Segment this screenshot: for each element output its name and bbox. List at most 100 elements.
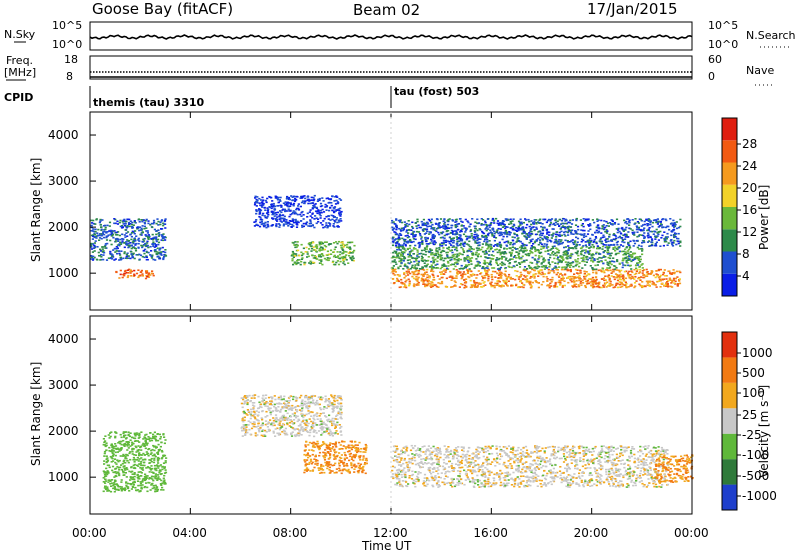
heatmap-cell [486,262,489,264]
heatmap-cell [536,267,539,269]
heatmap-cell [658,225,661,227]
heatmap-cell [267,225,270,228]
heatmap-cell [317,210,320,212]
heatmap-cell [593,258,596,260]
heatmap-cell [477,261,480,264]
heatmap-cell [426,458,429,460]
heatmap-cell [149,274,152,276]
heatmap-cell [538,234,541,236]
heatmap-cell [620,446,623,449]
heatmap-cell [392,265,395,267]
heatmap-cell [331,195,334,197]
heatmap-cell [550,280,553,283]
heatmap-cell [399,257,402,260]
heatmap-cell [581,223,584,225]
heatmap-cell [646,241,650,243]
heatmap-cell [272,218,275,220]
heatmap-cell [416,280,419,282]
heatmap-cell [520,454,523,457]
heatmap-cell [557,243,560,246]
heatmap-cell [581,250,584,252]
heatmap-cell [532,222,535,224]
heatmap-cell [571,480,575,483]
heatmap-cell [474,240,477,242]
heatmap-cell [542,265,545,267]
heatmap-cell [258,197,261,200]
heatmap-cell [315,206,318,209]
heatmap-cell [643,285,646,287]
heatmap-cell [419,268,422,270]
heatmap-cell [163,255,166,258]
heatmap-cell [445,267,449,270]
heatmap-cell [541,226,545,229]
heatmap-cell [475,277,478,279]
heatmap-cell [153,221,156,224]
heatmap-cell [414,471,417,473]
heatmap-cell [493,473,496,476]
heatmap-cell [618,235,622,238]
heatmap-cell [160,253,163,255]
heatmap-cell [667,225,670,228]
heatmap-cell [509,243,512,246]
heatmap-cell [484,261,487,264]
heatmap-cell [127,240,131,242]
heatmap-cell [114,240,117,243]
heatmap-cell [391,256,394,259]
heatmap-cell [666,232,669,235]
heatmap-cell [665,237,668,240]
heatmap-cell [476,260,479,263]
heatmap-cell [515,283,518,286]
heatmap-cell [454,225,457,228]
heatmap-cell [483,253,486,255]
heatmap-cell [673,226,676,228]
heatmap-cell [325,245,328,248]
heatmap-cell [457,258,460,260]
heatmap-cell [511,258,514,260]
heatmap-cell [444,471,448,473]
heatmap-cell [518,286,522,288]
heatmap-cell [562,222,565,225]
heatmap-cell [635,228,638,231]
heatmap-cell [633,273,636,276]
heatmap-cell [559,272,562,275]
heatmap-cell [412,267,415,269]
heatmap-cell [111,232,114,234]
heatmap-cell [520,247,523,250]
heatmap-cell [666,285,670,288]
heatmap-cell [495,231,498,234]
heatmap-cell [638,276,641,279]
heatmap-cell [554,475,557,478]
heatmap-cell [568,221,572,224]
heatmap-cell [434,229,437,232]
heatmap-cell [435,247,438,250]
heatmap-cell [325,224,328,226]
heatmap-cell [323,257,326,260]
power-heatmap [90,194,682,289]
heatmap-cell [430,240,433,242]
heatmap-cell [330,202,333,204]
heatmap-cell [155,222,158,225]
heatmap-cell [580,479,583,482]
heatmap-cell [463,469,466,472]
heatmap-cell [578,469,581,471]
heatmap-cell [263,215,266,217]
heatmap-cell [493,239,496,242]
heatmap-cell [278,224,282,226]
heatmap-cell [607,256,610,259]
heatmap-cell [595,242,598,245]
heatmap-cell [668,228,671,231]
heatmap-cell [92,230,95,233]
heatmap-cell [423,249,426,251]
heatmap-cell [529,275,533,278]
heatmap-cell [638,277,641,280]
heatmap-cell [589,240,592,243]
heatmap-cell [280,206,283,208]
heatmap-cell [164,219,167,222]
heatmap-cell [329,219,332,221]
heatmap-cell [588,278,591,280]
heatmap-cell [562,254,565,256]
heatmap-cell [147,238,150,240]
heatmap-cell [152,245,155,247]
heatmap-cell [670,282,673,284]
heatmap-cell [503,281,506,283]
